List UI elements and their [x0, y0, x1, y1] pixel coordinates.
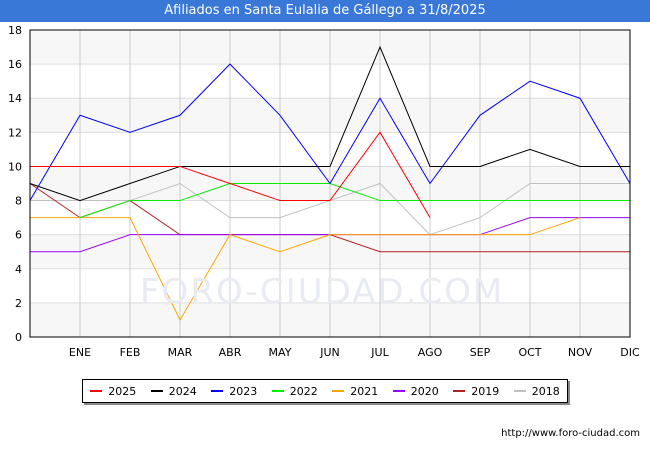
legend-item-2023: 2023 — [211, 385, 257, 398]
series-line-2023 — [29, 63, 631, 201]
source-url[interactable]: http://www.foro-ciudad.com — [501, 428, 640, 439]
legend-label: 2021 — [350, 384, 379, 398]
legend-item-2020: 2020 — [392, 384, 439, 398]
plot-frame — [29, 29, 631, 338]
x-tick-label: ENE — [69, 346, 91, 359]
x-tick-label: FEB — [120, 346, 141, 359]
y-tick-label: 4 — [15, 263, 22, 276]
series-line-2025 — [30, 131, 431, 218]
legend-swatch — [453, 390, 466, 392]
legend-item-2019: 2019 — [453, 385, 499, 398]
legend-item-2022: 2022 — [271, 384, 318, 398]
legend-item-2021: 2021 — [332, 385, 378, 398]
legend-label: 2018 — [531, 384, 560, 398]
x-tick-label: JUL — [370, 346, 389, 359]
legend-label: 2024 — [168, 384, 197, 398]
legend-swatch — [513, 390, 526, 392]
x-tick-label: JUN — [319, 346, 340, 359]
y-tick-label: 14 — [8, 92, 22, 105]
legend-label: 2022 — [289, 384, 318, 398]
legend: 2025 2024 2023 2022 2021 2020 2019 2018 — [82, 379, 568, 403]
series-line-2024 — [29, 45, 630, 202]
series-line-2021 — [30, 217, 581, 322]
y-tick-label: 6 — [15, 229, 22, 242]
y-tick-label: 8 — [15, 195, 22, 208]
series-line-2022 — [79, 183, 630, 219]
x-tick-label: NOV — [568, 346, 593, 359]
x-tick-label: MAR — [168, 346, 193, 359]
x-tick-label: DIC — [620, 346, 640, 359]
y-tick-label: 2 — [15, 297, 22, 310]
y-tick-label: 0 — [15, 331, 22, 344]
y-tick-label: 18 — [8, 24, 22, 37]
y-tick-label: 10 — [8, 160, 22, 173]
legend-item-2018: 2018 — [513, 384, 560, 398]
y-tick-label: 12 — [8, 126, 22, 139]
legend-swatch — [90, 390, 103, 392]
legend-swatch — [150, 390, 163, 392]
x-tick-label: MAY — [269, 346, 292, 359]
legend-label: 2019 — [471, 384, 500, 398]
x-tick-label: OCT — [518, 346, 541, 359]
legend-label: 2020 — [410, 384, 439, 398]
chart-title: Afiliados en Santa Eulalia de Gállego a … — [0, 0, 650, 22]
legend-swatch — [332, 390, 345, 392]
legend-item-2024: 2024 — [150, 384, 197, 398]
legend-swatch — [211, 390, 224, 392]
legend-item-2025: 2025 — [90, 385, 136, 398]
x-tick-label: AGO — [418, 346, 443, 359]
legend-label: 2023 — [229, 384, 258, 398]
legend-label: 2025 — [108, 384, 137, 398]
y-tick-label: 16 — [8, 58, 22, 71]
x-tick-label: ABR — [219, 346, 242, 359]
legend-swatch — [392, 390, 405, 392]
x-tick-label: SEP — [470, 346, 491, 359]
legend-swatch — [271, 390, 284, 392]
